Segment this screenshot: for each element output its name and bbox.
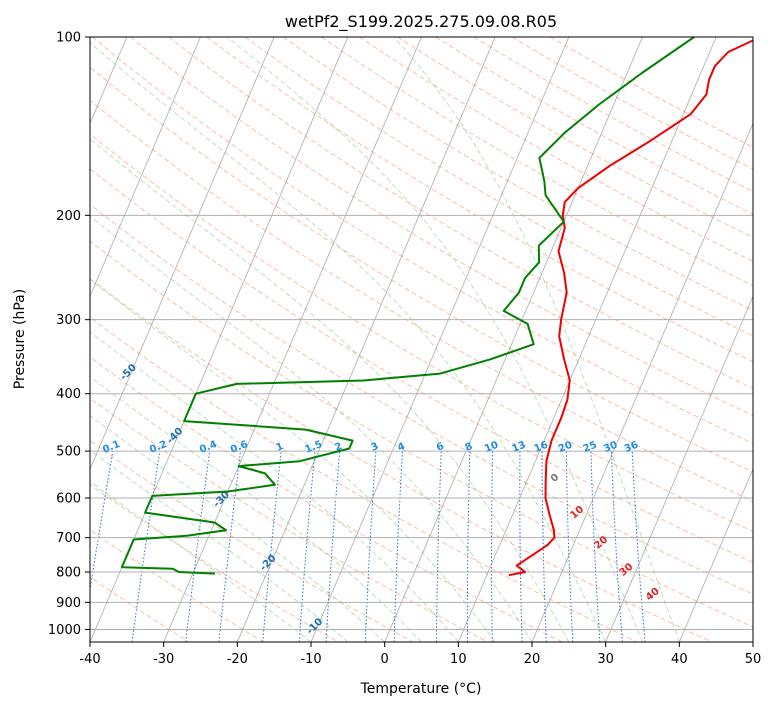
isotherm <box>531 122 753 642</box>
isotherm <box>90 37 275 471</box>
y-tick-label: 900 <box>56 596 81 611</box>
mixing-ratio-label: 2 <box>333 441 344 454</box>
mixing-ratio-label: 6 <box>435 441 446 454</box>
isotherm <box>163 37 422 642</box>
dry-adiabat <box>244 37 753 337</box>
y-tick-label: 700 <box>56 531 81 546</box>
mixing-ratio-line <box>218 451 241 642</box>
moist-adiabat <box>393 37 680 642</box>
y-tick-label: 1000 <box>48 623 81 638</box>
isotherm <box>457 37 717 642</box>
plot-area <box>90 37 753 642</box>
dry-adiabat <box>320 37 753 287</box>
mixing-ratio-line <box>364 451 377 642</box>
x-tick-label: 10 <box>450 652 467 667</box>
y-axis: 100 200 300 400 500 600 700 800 900 1000 <box>48 31 90 638</box>
mixing-ratio-line <box>325 451 341 642</box>
isotherm <box>384 37 643 642</box>
mixing-ratio-line <box>611 451 623 642</box>
x-tick-label: -40 <box>79 652 100 667</box>
isotherm <box>90 37 201 298</box>
plot-frame <box>89 36 754 643</box>
mixing-ratio-label: 30 <box>602 440 619 455</box>
dry-adiabat <box>206 37 753 363</box>
isotherm <box>605 295 753 642</box>
isotherm <box>678 468 753 642</box>
mixing-ratio-label: 10 <box>483 440 500 455</box>
x-tick-label: 20 <box>524 652 541 667</box>
moist-adiabat <box>90 278 496 642</box>
mixing-ratio-label: 3 <box>369 441 380 454</box>
dry-adiabat <box>90 316 638 642</box>
dry-adiabat <box>90 203 753 595</box>
mixing-ratio-label: 4 <box>396 441 407 454</box>
x-tick-label: 50 <box>745 652 762 667</box>
mixing-ratio-line <box>262 451 282 642</box>
dry-adiabat <box>90 66 753 473</box>
mixing-ratio-line <box>541 451 547 642</box>
mixing-ratio-label: 13 <box>510 440 527 455</box>
mixing-ratio-label: 36 <box>623 440 640 455</box>
y-tick-label: 200 <box>56 209 81 224</box>
dewpoint-profile <box>120 37 695 575</box>
x-tick-label: -20 <box>227 652 248 667</box>
isotherm <box>752 640 753 642</box>
mixing-ratio-line <box>466 451 471 642</box>
mixing-ratio-line <box>491 451 494 642</box>
x-tick-label: 40 <box>671 652 688 667</box>
dry-adiabat <box>91 37 753 445</box>
y-axis-label: Pressure (hPa) <box>12 289 28 389</box>
x-axis-label: Temperature (°C) <box>360 681 482 697</box>
moist-adiabat <box>90 215 533 642</box>
x-tick-label: -30 <box>153 652 174 667</box>
mixing-ratio-line <box>298 451 316 642</box>
mixing-ratio-line <box>631 451 646 642</box>
mixing-ratio-line <box>590 451 601 642</box>
mixing-ratio-line <box>565 451 574 642</box>
x-tick-label: -10 <box>300 652 321 667</box>
y-tick-label: 600 <box>56 492 81 507</box>
dry-adiabat <box>90 278 712 642</box>
dry-adiabat <box>90 356 563 642</box>
dry-adiabat <box>90 397 488 642</box>
mixing-ratio-label: 1 <box>275 441 286 454</box>
dry-adiabat <box>90 529 264 642</box>
profiles <box>120 37 753 577</box>
isotherm <box>236 37 496 642</box>
mixing-ratio-label: 16 <box>533 440 550 455</box>
y-tick-label: 500 <box>56 445 81 460</box>
dry-adiabat <box>90 99 753 502</box>
x-tick-label: 30 <box>597 652 614 667</box>
moist-adiabat <box>90 138 570 642</box>
x-axis: -40 -30 -20 -10 0 10 20 30 40 50 <box>79 642 761 667</box>
isotherm <box>310 37 570 642</box>
y-tick-label: 800 <box>56 566 81 581</box>
dry-adiabat <box>90 576 190 642</box>
dry-adiabat <box>90 240 753 628</box>
y-tick-label: 400 <box>56 387 81 402</box>
mixing-ratio-label: 25 <box>582 440 599 455</box>
moist-adiabat <box>90 449 349 642</box>
moist-adiabat <box>227 37 643 642</box>
chart-title: wetPf2_S199.2025.275.09.08.R05 <box>285 12 557 32</box>
mixing-ratio-label: 20 <box>557 440 574 455</box>
mixing-ratio-line <box>393 451 403 642</box>
mixing-ratio-line <box>435 451 442 642</box>
y-tick-label: 100 <box>56 31 81 46</box>
dry-adiabat <box>90 133 753 533</box>
y-tick-label: 300 <box>56 313 81 328</box>
moist-adiabat <box>90 331 459 642</box>
isotherm-label: -70 <box>25 235 46 256</box>
mixing-ratio-label: 8 <box>464 441 475 454</box>
temperature-profile <box>508 39 753 577</box>
x-tick-label: 0 <box>381 652 389 667</box>
